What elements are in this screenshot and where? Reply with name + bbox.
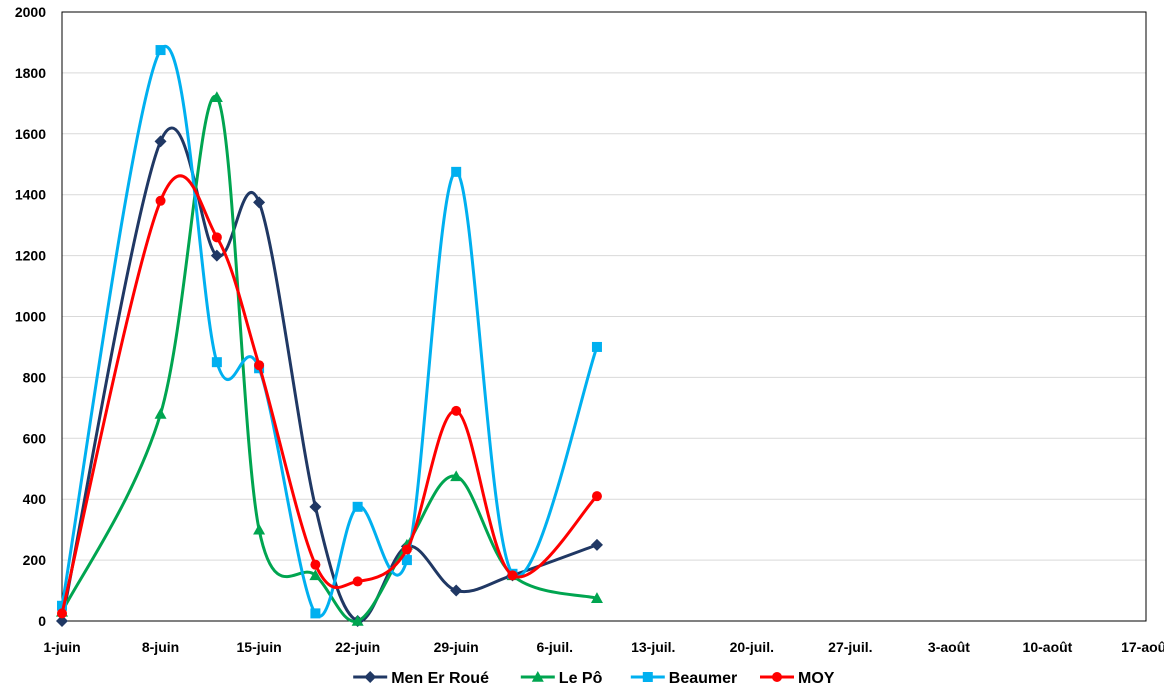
legend-label: Beaumer (669, 670, 737, 687)
axes (61, 11, 1147, 622)
data-point-moy (254, 360, 265, 371)
series-line-moy (60, 174, 599, 614)
y-tick-label: 800 (23, 369, 47, 385)
x-axis-tick-labels: 1-juin 8-juin 15-juin 22-juin 29-juin 6-juil.… (43, 639, 1164, 655)
data-point-men-er-rou (253, 196, 266, 209)
legend-item-le-p: Le Pô (520, 670, 603, 687)
data-point-beaumer (310, 608, 321, 619)
x-tick-label: 13-juil. (631, 639, 675, 655)
data-point-beaumer (451, 166, 462, 177)
series-moy (57, 174, 602, 619)
series-le-p (56, 91, 603, 626)
legend-marker-circle (772, 672, 782, 682)
legend-item-moy: MOY (760, 670, 835, 687)
x-tick-label: 15-juin (237, 639, 282, 655)
data-point-beaumer (352, 501, 363, 512)
data-point-moy (352, 576, 363, 587)
data-point-le-p (154, 407, 167, 419)
x-tick-label: 17-août (1121, 639, 1164, 655)
y-tick-label: 1000 (15, 309, 46, 325)
data-point-moy (57, 608, 67, 619)
series-beaumer (57, 45, 602, 619)
x-tick-label: 1-juin (43, 639, 80, 655)
y-axis-tick-labels: 0 200 400 600 800 1000 1200 1400 1600 1800 2000 (15, 4, 46, 629)
data-point-beaumer (57, 600, 67, 611)
y-tick-label: 0 (38, 613, 46, 629)
data-point-le-p (309, 569, 322, 581)
data-point-le-p (590, 592, 603, 603)
data-point-moy (451, 405, 462, 416)
y-tick-label: 1800 (15, 65, 46, 81)
data-point-moy (310, 559, 321, 570)
data-point-beaumer (211, 357, 222, 368)
legend-item-beaumer: Beaumer (630, 670, 737, 687)
series-line-men-er-rou (60, 126, 598, 623)
series-men-er-rou (56, 126, 603, 627)
x-tick-label: 10-août (1023, 639, 1073, 655)
x-tick-label: 22-juin (335, 639, 380, 655)
legend-label: Men Er Roué (391, 670, 489, 687)
y-tick-label: 400 (23, 491, 47, 507)
legend-label: MOY (798, 670, 835, 687)
data-point-moy (591, 491, 602, 502)
x-tick-label: 27-juil. (828, 639, 872, 655)
data-point-moy (211, 232, 222, 243)
x-tick-label: 8-juin (142, 639, 179, 655)
y-tick-label: 1600 (15, 126, 46, 142)
data-point-le-p (253, 523, 266, 535)
data-point-le-p (450, 470, 463, 482)
y-tick-label: 600 (23, 430, 47, 446)
data-point-beaumer (401, 555, 412, 566)
data-point-moy (401, 544, 412, 555)
legend-marker-diamond (364, 671, 377, 683)
legend-marker-square (642, 672, 653, 682)
data-point-moy (507, 570, 518, 581)
gridlines (62, 11, 1146, 561)
data-point-le-p (210, 91, 223, 103)
legend: Men Er Roué Le Pô Beaumer MOY (353, 670, 835, 687)
data-point-beaumer (591, 341, 602, 352)
legend-item-men-er-rou: Men Er Roué (353, 670, 489, 687)
y-tick-label: 1400 (15, 187, 46, 203)
x-tick-label: 3-août (928, 639, 970, 655)
series-line-le-p (60, 94, 598, 623)
data-series (56, 45, 603, 627)
data-point-men-er-rou (309, 500, 322, 513)
legend-marker-triangle (531, 671, 544, 682)
data-point-men-er-rou (450, 584, 463, 597)
data-point-men-er-rou (56, 615, 68, 627)
data-point-men-er-rou (210, 249, 223, 262)
data-point-le-p (351, 615, 364, 626)
x-tick-label: 29-juin (434, 639, 479, 655)
y-tick-label: 200 (23, 552, 47, 568)
data-point-men-er-rou (590, 538, 603, 551)
series-line-beaumer (60, 45, 599, 618)
y-tick-label: 1200 (15, 248, 46, 264)
plot-area-border (61, 11, 1147, 622)
data-point-moy (155, 195, 166, 206)
legend-label: Le Pô (559, 670, 603, 687)
x-tick-label: 6-juil. (536, 639, 573, 655)
data-point-men-er-rou (154, 135, 167, 148)
y-tick-label: 2000 (15, 4, 46, 20)
x-tick-label: 20-juil. (730, 639, 774, 655)
data-point-beaumer (155, 45, 166, 56)
